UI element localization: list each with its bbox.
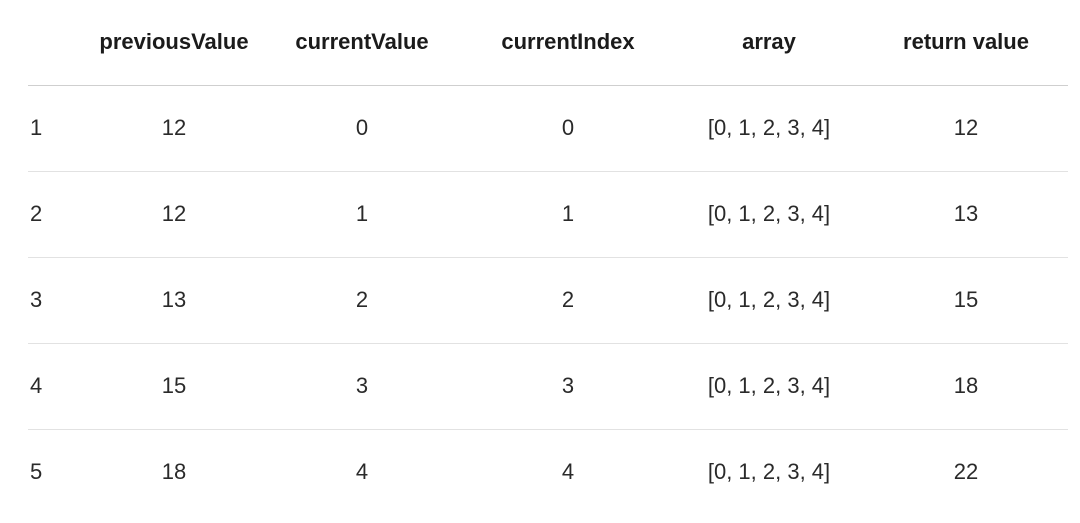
cell-return-value: 13 (864, 170, 1068, 257)
cell-current-index: 2 (462, 256, 674, 343)
cell-array: [0, 1, 2, 3, 4] (674, 428, 864, 515)
header-return-value: return value (864, 0, 1068, 86)
cell-array: [0, 1, 2, 3, 4] (707, 115, 831, 140)
cell-previous-value: 18 (86, 428, 262, 515)
cell-row-number: 2 (28, 170, 86, 257)
reduce-steps-table: previousValue currentValue currentIndex … (28, 0, 1068, 515)
cell-array: [0, 1, 2, 3, 4] (674, 342, 864, 429)
cell-previous-value: 13 (86, 256, 262, 343)
cell-return-value: 18 (864, 342, 1068, 429)
header-row: previousValue currentValue currentIndex … (28, 0, 1068, 86)
table-row: 3 13 2 2 [0, 1, 2, 3, 4] 15 (28, 256, 1068, 343)
cell-array: [0, 1, 2, 3, 4] (674, 170, 864, 257)
table-row: 5 18 4 4 [0, 1, 2, 3, 4] 22 (28, 428, 1068, 515)
cell-current-value: 0 (355, 115, 369, 140)
cell-previous-value: 15 (86, 342, 262, 429)
cell-previous-value: 12 (86, 170, 262, 257)
table-row: 2 12 1 1 [0, 1, 2, 3, 4] 13 (28, 170, 1068, 257)
cell-row-number: 1 (30, 115, 43, 140)
cell-current-index: 3 (462, 342, 674, 429)
cell-row-number: 3 (28, 256, 86, 343)
cell-current-index: 4 (462, 428, 674, 515)
cell-row-number: 5 (28, 428, 86, 515)
header-previous-value: previousValue (86, 0, 262, 86)
table-body: 1 12 0 0 [0, 1, 2, 3, 4] 12 2 12 1 1 [0,… (28, 85, 1068, 515)
cell-return-value: 22 (864, 428, 1068, 515)
cell-array: [0, 1, 2, 3, 4] (674, 256, 864, 343)
cell-current-index: 1 (462, 170, 674, 257)
table-row: 1 12 0 0 [0, 1, 2, 3, 4] 12 (28, 85, 1068, 171)
header-row-number (28, 0, 86, 86)
table-header: previousValue currentValue currentIndex … (28, 0, 1068, 86)
cell-return-value: 12 (953, 115, 979, 140)
cell-row-number: 4 (28, 342, 86, 429)
cell-current-value: 3 (262, 342, 462, 429)
cell-current-value: 2 (262, 256, 462, 343)
table-row: 4 15 3 3 [0, 1, 2, 3, 4] 18 (28, 342, 1068, 429)
cell-current-value: 4 (262, 428, 462, 515)
cell-return-value: 15 (864, 256, 1068, 343)
header-array: array (674, 0, 864, 86)
cell-current-index: 0 (561, 115, 575, 140)
cell-current-value: 1 (262, 170, 462, 257)
cell-previous-value: 12 (161, 115, 187, 140)
header-current-index: currentIndex (462, 0, 674, 86)
header-current-value: currentValue (262, 0, 462, 86)
